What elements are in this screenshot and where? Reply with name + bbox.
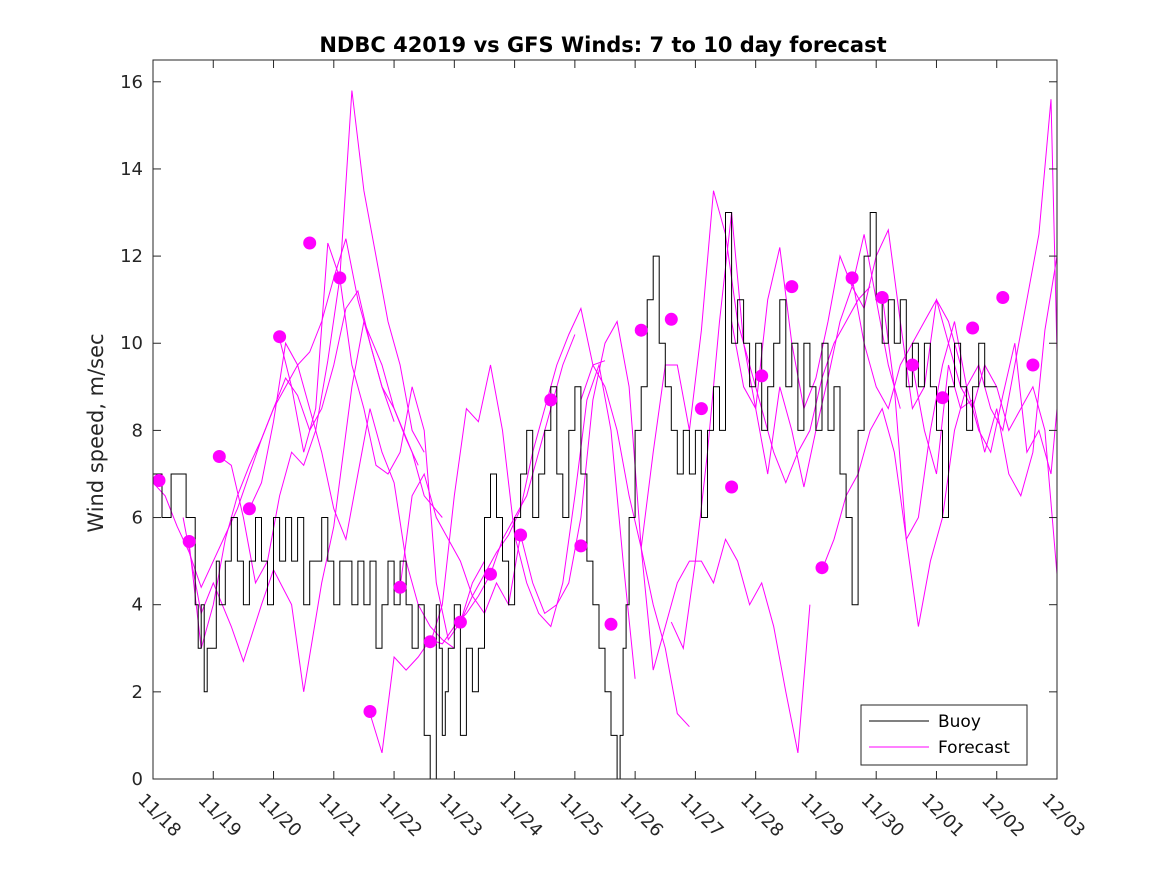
forecast-marker	[875, 291, 889, 304]
y-tick-label: 2	[132, 682, 143, 703]
forecast-marker	[303, 236, 317, 250]
forecast-marker	[936, 391, 949, 405]
forecast-marker	[514, 528, 528, 542]
forecast-marker	[212, 450, 226, 463]
forecast-markers	[153, 236, 1040, 718]
axes-box	[152, 59, 1058, 780]
forecast-marker	[604, 617, 618, 631]
forecast-marker	[153, 474, 166, 487]
y-axis: 0 2 4 6 8 10 12 14 16	[120, 72, 1057, 790]
y-tick-label: 10	[120, 333, 143, 354]
forecast-line-run2	[188, 238, 419, 649]
forecast-marker	[544, 393, 558, 407]
chart-title: NDBC 42019 vs GFS Winds: 7 to 10 day for…	[319, 33, 886, 57]
forecast-marker	[694, 402, 708, 416]
forecast-marker	[966, 321, 980, 335]
forecast-line-run7	[369, 334, 576, 754]
forecast-line-run18	[911, 256, 1057, 498]
forecast-marker	[242, 502, 256, 516]
forecast-marker	[845, 271, 859, 285]
y-tick-label: 6	[132, 508, 143, 529]
forecast-marker	[785, 280, 799, 294]
legend: Buoy Forecast	[860, 704, 1028, 766]
forecast-marker	[905, 358, 919, 372]
y-tick-label: 16	[120, 72, 143, 93]
forecast-line-run14	[731, 228, 962, 411]
y-tick-label: 0	[132, 769, 143, 790]
forecast-marker	[815, 561, 829, 575]
y-tick-label: 8	[132, 420, 143, 441]
forecast-marker	[996, 291, 1010, 304]
legend-box	[860, 704, 1028, 766]
forecast-marker	[182, 535, 196, 548]
forecast-marker	[453, 615, 467, 629]
legend-buoy-label: Buoy	[938, 712, 981, 732]
y-tick-label: 12	[120, 246, 143, 267]
forecast-line-run9	[429, 363, 636, 679]
forecast-marker	[725, 480, 739, 494]
forecast-line-run5	[279, 242, 485, 641]
forecast-marker	[484, 567, 497, 581]
forecast-marker	[363, 705, 377, 718]
forecast-marker	[1026, 358, 1040, 372]
forecast-line-run6	[182, 319, 443, 692]
forecast-line-run3	[219, 90, 425, 585]
forecast-line-run10	[459, 320, 690, 728]
buoy-line	[153, 212, 997, 779]
y-tick-label: 4	[132, 595, 143, 616]
y-tick-label: 14	[120, 159, 143, 180]
forecast-marker	[634, 323, 648, 337]
buoy-series	[153, 212, 997, 779]
y-axis-label: Wind speed, m/sec	[84, 333, 108, 532]
plot-area	[153, 90, 1057, 779]
forecast-marker	[393, 580, 407, 594]
legend-forecast-label: Forecast	[938, 738, 1010, 758]
forecast-marker	[755, 369, 769, 383]
forecast-marker	[423, 635, 437, 649]
forecast-marker	[574, 539, 588, 553]
forecast-marker	[273, 330, 287, 344]
forecast-marker	[333, 271, 347, 285]
forecast-marker	[664, 312, 678, 326]
